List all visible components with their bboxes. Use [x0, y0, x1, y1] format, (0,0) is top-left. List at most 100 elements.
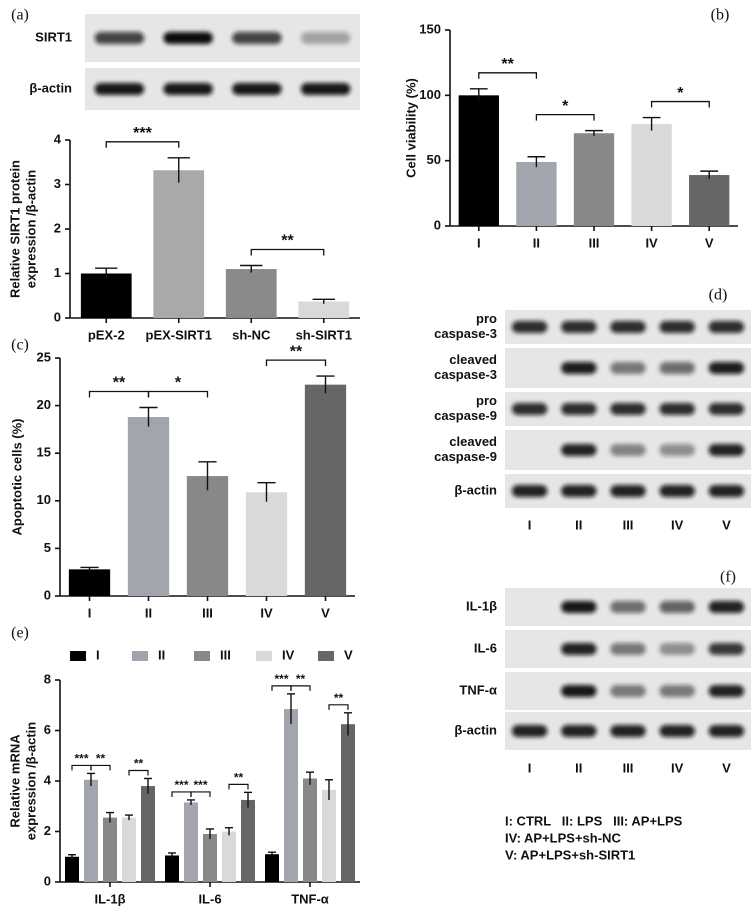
significance-bracket — [271, 685, 292, 691]
blot-band — [708, 403, 745, 415]
lane-label: II — [575, 517, 582, 532]
x-tick-label: I — [477, 235, 481, 250]
blot-band — [561, 403, 597, 415]
bar — [122, 817, 136, 882]
blot-band — [708, 601, 745, 613]
bar — [84, 779, 98, 882]
blot-row-label: pro — [476, 393, 497, 408]
blot-band — [610, 362, 646, 374]
blot-row-label: SIRT1 — [35, 29, 72, 44]
blot-band — [659, 403, 695, 415]
bar — [68, 569, 111, 596]
y-tick-label: 2 — [44, 823, 51, 838]
lane-label: III — [623, 517, 634, 532]
bar — [298, 301, 350, 318]
group-legend: IV: AP+LPS+sh-NC — [505, 830, 621, 845]
x-tick-label: pEX-SIRT1 — [146, 327, 212, 342]
significance-bracket — [147, 390, 209, 398]
y-tick-label: 3 — [54, 176, 61, 191]
x-tick-label: III — [589, 235, 600, 250]
blot-band — [511, 321, 548, 333]
blot-band — [300, 83, 351, 95]
blot-row-label: β-actin — [454, 482, 497, 497]
x-tick-label: sh-NC — [232, 327, 271, 342]
bar — [203, 834, 217, 882]
lane-label: II — [575, 760, 582, 775]
legend-swatch — [256, 651, 272, 661]
blot-band — [163, 32, 213, 44]
blot-band — [610, 643, 646, 655]
y-tick-label: 1 — [54, 265, 61, 280]
significance-label: ** — [296, 672, 306, 686]
blot-band — [511, 485, 548, 497]
x-tick-label: I — [88, 605, 92, 620]
blot-band — [94, 83, 145, 95]
blot-band — [610, 601, 646, 613]
x-tick-label: pEX-2 — [88, 327, 125, 342]
legend-swatch — [318, 651, 334, 661]
legend-label: III — [220, 647, 231, 662]
bar — [458, 95, 499, 226]
group-legend: V: AP+LPS+sh-SIRT1 — [505, 847, 635, 862]
y-tick-label: 15 — [37, 445, 51, 460]
bar — [265, 854, 279, 882]
significance-bracket — [171, 791, 192, 797]
y-tick-label: 0 — [54, 309, 61, 324]
y-axis-label: expression /β-actin — [23, 722, 38, 841]
bar — [184, 802, 198, 882]
significance-label: ** — [96, 752, 106, 766]
blot-band — [659, 601, 695, 613]
blot-band — [708, 725, 745, 737]
bar — [65, 856, 79, 882]
significance-label: * — [175, 375, 182, 392]
bar — [573, 133, 615, 226]
blot-band — [708, 643, 745, 655]
significance-bracket — [265, 359, 327, 367]
blot-band — [659, 685, 695, 697]
x-tick-label: III — [202, 605, 213, 620]
y-axis-label: Apoptotic cells (%) — [9, 418, 24, 535]
bar — [186, 476, 229, 596]
legend-swatch — [70, 651, 86, 661]
y-tick-label: 10 — [37, 492, 51, 507]
significance-label: ** — [501, 56, 514, 73]
panel-label: (c) — [11, 337, 29, 354]
blot-row-label: pro — [476, 311, 497, 326]
blot-row-label: caspase-9 — [434, 449, 497, 464]
y-axis-label: Relative SIRT1 protein — [7, 160, 22, 298]
significance-label: ** — [134, 757, 144, 771]
panel-label: (a) — [11, 7, 29, 24]
blot-band — [610, 444, 646, 456]
significance-bracket — [250, 248, 325, 256]
blot-row-label: IL-1β — [466, 598, 497, 613]
significance-label: *** — [174, 778, 188, 792]
bar — [222, 831, 236, 882]
blot-band — [659, 485, 695, 497]
panel-label: (b) — [711, 7, 730, 24]
blot-band — [561, 685, 597, 697]
bar — [127, 417, 170, 596]
blot-band — [561, 725, 597, 737]
blot-band — [610, 685, 646, 697]
significance-label: ** — [234, 771, 244, 785]
blot-band — [511, 403, 548, 415]
significance-label: * — [562, 98, 569, 115]
blot-band — [708, 362, 745, 374]
y-tick-label: 25 — [37, 349, 51, 364]
significance-label: *** — [193, 778, 207, 792]
legend-label: II — [158, 647, 165, 662]
blot-band — [232, 83, 282, 95]
bar — [284, 709, 298, 882]
bar — [245, 492, 288, 596]
bar — [322, 789, 336, 882]
blot-band — [610, 725, 646, 737]
y-tick-label: 2 — [54, 220, 61, 235]
blot-band — [659, 725, 695, 737]
x-tick-label: IV — [645, 235, 658, 250]
blot-band — [610, 485, 646, 497]
blot-band — [659, 321, 695, 333]
blot-band — [163, 83, 213, 95]
blot-band — [561, 444, 597, 456]
blot-band — [659, 362, 695, 374]
